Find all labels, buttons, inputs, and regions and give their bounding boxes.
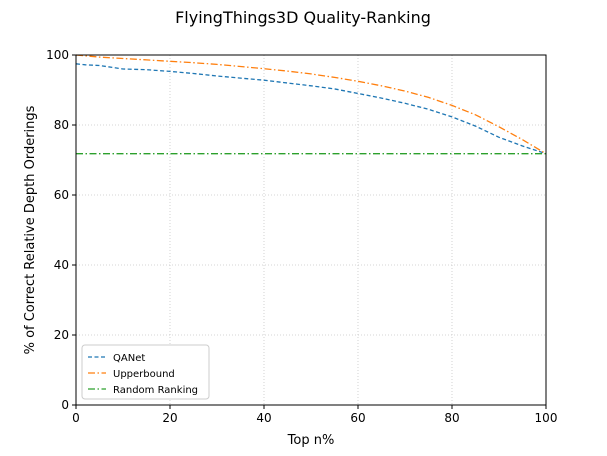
legend: QANet Upperbound Random Ranking xyxy=(81,344,210,400)
x-tick-label: 0 xyxy=(72,411,80,425)
y-axis-ticks: 0 20 40 60 80 100 xyxy=(46,48,76,412)
y-tick-label: 100 xyxy=(46,48,69,62)
legend-label-random-ranking: Random Ranking xyxy=(113,385,198,396)
y-tick-label: 0 xyxy=(61,398,69,412)
y-tick-label: 60 xyxy=(54,188,69,202)
y-tick-label: 40 xyxy=(54,258,69,272)
y-tick-label: 80 xyxy=(54,118,69,132)
series-line-qanet xyxy=(75,63,547,155)
x-tick-label: 80 xyxy=(444,411,459,425)
x-tick-label: 20 xyxy=(162,411,177,425)
legend-label-upperbound: Upperbound xyxy=(113,369,175,380)
series-group xyxy=(75,54,547,155)
y-axis-label: % of Correct Relative Depth Orderings xyxy=(23,105,38,354)
x-tick-label: 60 xyxy=(350,411,365,425)
x-axis-label: Top n% xyxy=(287,433,335,448)
plot-frame xyxy=(75,54,547,406)
legend-box xyxy=(81,344,210,400)
x-tick-label: 40 xyxy=(256,411,271,425)
y-tick-label: 20 xyxy=(54,328,69,342)
series-line-upperbound xyxy=(75,54,547,155)
legend-label-qanet: QANet xyxy=(113,353,145,364)
x-tick-label: 100 xyxy=(535,411,558,425)
x-axis-ticks: 0 20 40 60 80 100 xyxy=(72,405,557,425)
chart-title: FlyingThings3D Quality-Ranking xyxy=(175,8,431,27)
